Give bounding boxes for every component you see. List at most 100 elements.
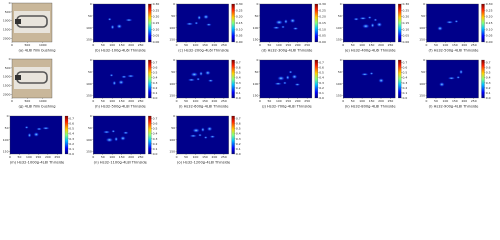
x-tick-label: 0 [176,155,178,159]
y-tick-label: 100 [86,82,92,86]
colorbar [314,3,318,43]
y-tick-label: 50 [338,14,342,18]
heat-spot [111,129,116,133]
heat-spot [294,83,301,87]
x-tick-label: 0 [176,43,178,47]
colorbar-tick-label: 0.20 [403,15,410,19]
heat-spot [204,70,211,76]
colorbar-tick-label: 0.1 [486,91,491,95]
heatmap [176,116,229,154]
colorbar-tick-label: 0.00 [153,40,160,44]
heat-spot [110,24,115,30]
x-tick-label: 50 [184,43,188,47]
heat-spot [437,25,444,31]
colorbar-tick-label: 0.00 [236,40,243,44]
colorbar-tick-label: 0.1 [69,147,74,151]
colorbar [314,59,318,99]
y-tick-label: 0 [340,2,342,6]
colorbar-tick-label: 0.2 [403,86,408,90]
caption: (j) Hs32-700g-4L8l Thinside [262,105,312,109]
heatmap [176,4,229,42]
x-tick-label: 200 [128,155,134,159]
x-tick-label: 0 [259,43,261,47]
heat-spot [376,22,383,28]
x-tick-label: 150 [452,43,458,47]
y-tick-label: 50 [171,70,175,74]
x-tick-label: 200 [45,155,51,159]
heat-spot [445,20,454,24]
x-tick-label: 250 [221,43,227,47]
heat-spot [187,78,196,82]
heat-spot [353,17,360,21]
colorbar-tick-label: 0.4 [236,76,241,80]
x-tick-label: 250 [221,155,227,159]
heatmap-frame [343,59,396,99]
y-tick-label: 150 [3,150,9,154]
colorbar-tick-label: 0.1 [153,147,158,151]
colorbar-tick-label: 0.00 [486,40,493,44]
colorbar-tick-label: 0.7 [236,117,241,121]
colorbar-tick-label: 0.05 [486,34,493,38]
heat-spot [283,19,288,25]
heat-spot [209,135,216,139]
colorbar-tick-label: 0.20 [319,15,326,19]
y-tick-label: 100 [86,26,92,30]
caption: (n) Hs32-1100g-4L8l Thinside [94,161,148,165]
x-tick-label: 150 [369,43,375,47]
x-tick-label: 150 [452,99,458,103]
panel: 0 50 100 150 200 2500501001500.00.10.20.30.40… [3,114,74,165]
y-tick-label: 0 [423,58,425,62]
colorbar-tick-label: 0.30 [486,2,493,6]
y-tick-label: 100 [86,138,92,142]
panel: 0 50 100 150 200 2500501001500.00.10.20.30.40… [169,58,240,109]
heatmap-frame [259,3,313,43]
x-tick-label: 500 [25,43,31,47]
colorbar-tick-label: 0.4 [153,76,158,80]
heat-spot [102,130,111,134]
y-tick-label: 50 [88,126,92,130]
x-tick-label: 200 [461,43,467,47]
colorbar-tick-label: 0.3 [236,137,241,141]
heat-spot [454,19,459,23]
colorbar-tick-label: 0.1 [319,91,324,95]
colorbar-tick-label: 0.4 [403,76,408,80]
heat-spot [276,75,285,81]
colorbar [148,3,152,43]
heat-spot [285,75,290,81]
colorbar-tick-label: 0.05 [153,34,160,38]
colorbar-tick-label: 0.15 [486,21,493,25]
y-tick-label: 0 [256,2,258,6]
colorbar-tick-label: 0.10 [153,27,160,31]
heat-spot [33,131,40,137]
caption: (d) Hs32-300g-4L6l Thinside [261,49,313,53]
caption: (i) Hs32-600g-4L8l Thinside [179,105,229,109]
panel: 0 50 100 150 200 2500501001500.000.050.100.15… [86,2,159,53]
y-tick-label: 50 [338,70,342,74]
y-tick-label: 150 [169,38,175,42]
colorbar-tick-label: 0.3 [486,81,491,85]
colorbar [398,59,402,99]
colorbar-tick-label: 0.10 [319,27,326,31]
heatmap-frame [93,3,146,43]
colorbar-tick-label: 0.25 [403,8,410,12]
colorbar-tick-label: 0.7 [69,117,74,121]
y-tick-label: 100 [419,26,425,30]
y-tick-label: 50 [171,126,175,130]
heat-spot [24,125,29,129]
x-tick-label: 250 [471,43,477,47]
x-tick-label: 150 [285,43,291,47]
colorbar-tick-label: 0.1 [153,91,158,95]
caption: (g) 4L8l film bushing [18,105,55,109]
colorbar-tick-label: 0.4 [486,76,491,80]
colorbar-tick-label: 0.10 [236,27,243,31]
colorbar-tick-label: 0.3 [153,137,158,141]
colorbar-tick-label: 0.4 [319,76,324,80]
caption: (f) Hs32-500g-4L6l Thinside [429,49,480,53]
colorbar-tick-label: 0.0 [486,96,491,100]
y-tick-label: 100 [336,82,342,86]
y-tick-label: 0 [7,114,9,118]
heat-spot [274,82,283,86]
heat-spot [198,133,202,137]
x-tick-label: 50 [267,43,271,47]
x-tick-label: 100 [109,99,115,103]
